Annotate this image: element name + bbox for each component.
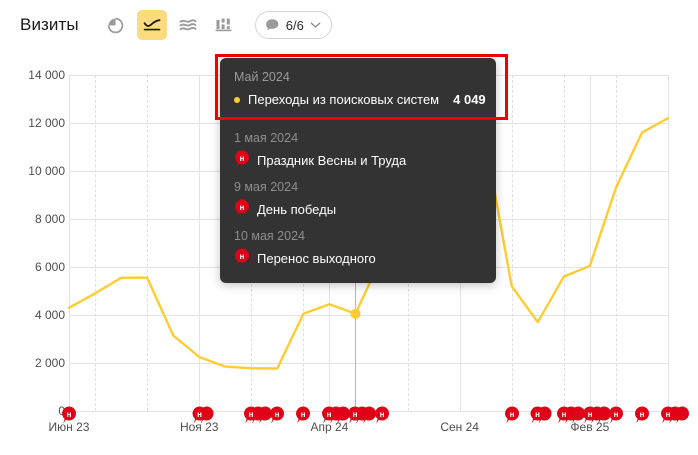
y-axis-tick-label: 2 000 <box>34 356 65 370</box>
comment-bubble-icon <box>265 18 280 32</box>
holiday-marker-pin-icon[interactable]: н <box>295 405 311 430</box>
series-color-dot <box>234 96 240 103</box>
tooltip-event-name-row: н Праздник Весны и Труда <box>234 149 482 171</box>
gridline-v-major <box>69 75 70 411</box>
holiday-pin-icon: н <box>234 247 250 269</box>
highlighted-data-point <box>350 308 361 319</box>
line-chart-view-button[interactable] <box>136 10 167 40</box>
holiday-marker-pin-icon[interactable]: н <box>608 405 624 430</box>
gridline-v-major <box>589 75 591 411</box>
svg-text:н: н <box>640 410 645 419</box>
svg-text:н: н <box>240 252 245 261</box>
holiday-marker-pin-icon[interactable]: н <box>269 405 285 430</box>
holiday-marker-pin-icon[interactable]: н <box>374 405 390 430</box>
holiday-marker-pin-icon[interactable]: н <box>191 405 214 430</box>
tooltip-event-name: Праздник Весны и Труда <box>257 152 407 168</box>
tooltip-event-item: 9 мая 2024 н День победы <box>234 180 482 220</box>
svg-text:н: н <box>509 410 514 419</box>
bar-chart-view-button[interactable] <box>209 10 239 40</box>
svg-text:н: н <box>666 410 671 419</box>
holiday-marker-pin-icon[interactable]: н <box>582 405 612 430</box>
holiday-marker-pin-icon[interactable]: н <box>530 405 553 430</box>
svg-text:н: н <box>275 410 280 419</box>
holiday-pin-icon: н <box>234 149 250 171</box>
chevron-down-icon <box>310 21 321 29</box>
gridline-v-minor <box>95 75 97 411</box>
tooltip-event-date: 9 мая 2024 <box>234 180 299 194</box>
holiday-marker-pin-icon[interactable]: н <box>504 405 520 430</box>
tooltip-metric-row: Переходы из поисковых систем 4 049 <box>234 92 486 107</box>
svg-text:н: н <box>561 410 566 419</box>
tooltip-period: Май 2024 <box>234 70 290 84</box>
gridline-v-major <box>199 75 201 411</box>
svg-text:н: н <box>240 154 245 163</box>
series-line-chart <box>67 116 670 370</box>
y-axis-tick-label: 10 000 <box>28 164 65 178</box>
svg-text:н: н <box>67 410 72 419</box>
area-chart-view-button[interactable] <box>173 10 203 40</box>
holiday-marker-pin-icon[interactable]: н <box>660 405 690 430</box>
tooltip-metric-value: 4 049 <box>453 92 486 107</box>
svg-text:н: н <box>301 410 306 419</box>
pie-chart-view-button[interactable] <box>101 10 131 40</box>
gridline-h <box>69 315 668 316</box>
gridline-v-minor <box>511 75 514 411</box>
svg-text:н: н <box>535 410 540 419</box>
tooltip-events-list: 1 мая 2024 н Праздник Весны и Труда 9 мая 2… <box>220 119 496 283</box>
y-axis-tick-label: 6 000 <box>34 260 65 274</box>
svg-text:н: н <box>249 410 254 419</box>
annotations-count: 6/6 <box>285 17 304 33</box>
holiday-marker-pin-icon[interactable]: н <box>61 405 77 430</box>
holiday-marker-pin-icon[interactable]: н <box>243 405 273 430</box>
line-chart-icon <box>143 17 161 33</box>
svg-text:н: н <box>197 410 202 419</box>
x-axis-tick-label: Июн 23 <box>48 420 90 434</box>
page-title: Визиты <box>20 15 79 34</box>
chart-toolbar: Визиты <box>0 0 698 50</box>
holiday-pin-icon: н <box>234 198 250 220</box>
series-line-search-traffic <box>67 116 670 370</box>
holiday-marker-pin-icon[interactable]: н <box>634 405 650 430</box>
tooltip-event-date: 1 мая 2024 <box>234 131 299 145</box>
gridline-v-major <box>668 75 669 411</box>
tooltip-event-name-row: н Перенос выходного <box>234 247 482 269</box>
tooltip-metric-name: Переходы из поисковых систем <box>248 92 440 107</box>
svg-text:н: н <box>379 410 384 419</box>
y-axis-tick-label: 8 000 <box>34 212 65 226</box>
x-axis-tick-label: Сен 24 <box>440 420 479 434</box>
holiday-marker-pin-icon[interactable]: н <box>321 405 351 430</box>
y-axis-tick-label: 4 000 <box>34 308 65 322</box>
tooltip-event-item: 10 мая 2024 н Перенос выходного <box>234 229 482 269</box>
chart-tooltip: Май 2024 Переходы из поисковых систем 4 … <box>220 58 496 283</box>
tooltip-event-item: 1 мая 2024 н Праздник Весны и Труда <box>234 131 482 171</box>
tooltip-event-name: День победы <box>257 201 337 217</box>
x-axis-tick-label: Апр 24 <box>310 420 349 434</box>
tooltip-event-name: Перенос выходного <box>257 250 376 266</box>
stacked-area-icon <box>179 17 197 33</box>
svg-text:н: н <box>353 410 358 419</box>
tooltip-event-name-row: н День победы <box>234 198 482 220</box>
pie-chart-icon <box>107 17 124 34</box>
tooltip-event-date: 10 мая 2024 <box>234 229 305 243</box>
tooltip-header: Май 2024 Переходы из поисковых систем 4 … <box>220 58 496 118</box>
svg-text:н: н <box>240 203 245 212</box>
y-axis-tick-label: 12 000 <box>28 116 65 130</box>
holiday-marker-pin-icon[interactable]: н <box>347 405 377 430</box>
svg-text:н: н <box>587 410 592 419</box>
svg-text:н: н <box>327 410 332 419</box>
view-type-switcher <box>101 10 239 40</box>
x-axis-tick-label: Ноя 23 <box>179 420 219 434</box>
holiday-marker-pin-icon[interactable]: н <box>556 405 586 430</box>
gridline-v-minor <box>563 75 566 411</box>
y-axis-tick-label: 0 <box>58 404 65 418</box>
x-axis-tick-label: Фев 25 <box>570 420 610 434</box>
annotations-dropdown-button[interactable]: 6/6 <box>254 11 332 39</box>
bar-chart-icon <box>215 17 232 33</box>
gridline-v-minor <box>147 75 149 411</box>
y-axis-tick-label: 14 000 <box>28 68 65 82</box>
svg-text:н: н <box>613 410 618 419</box>
gridline-h <box>69 363 668 364</box>
gridline-v-minor <box>615 75 618 411</box>
